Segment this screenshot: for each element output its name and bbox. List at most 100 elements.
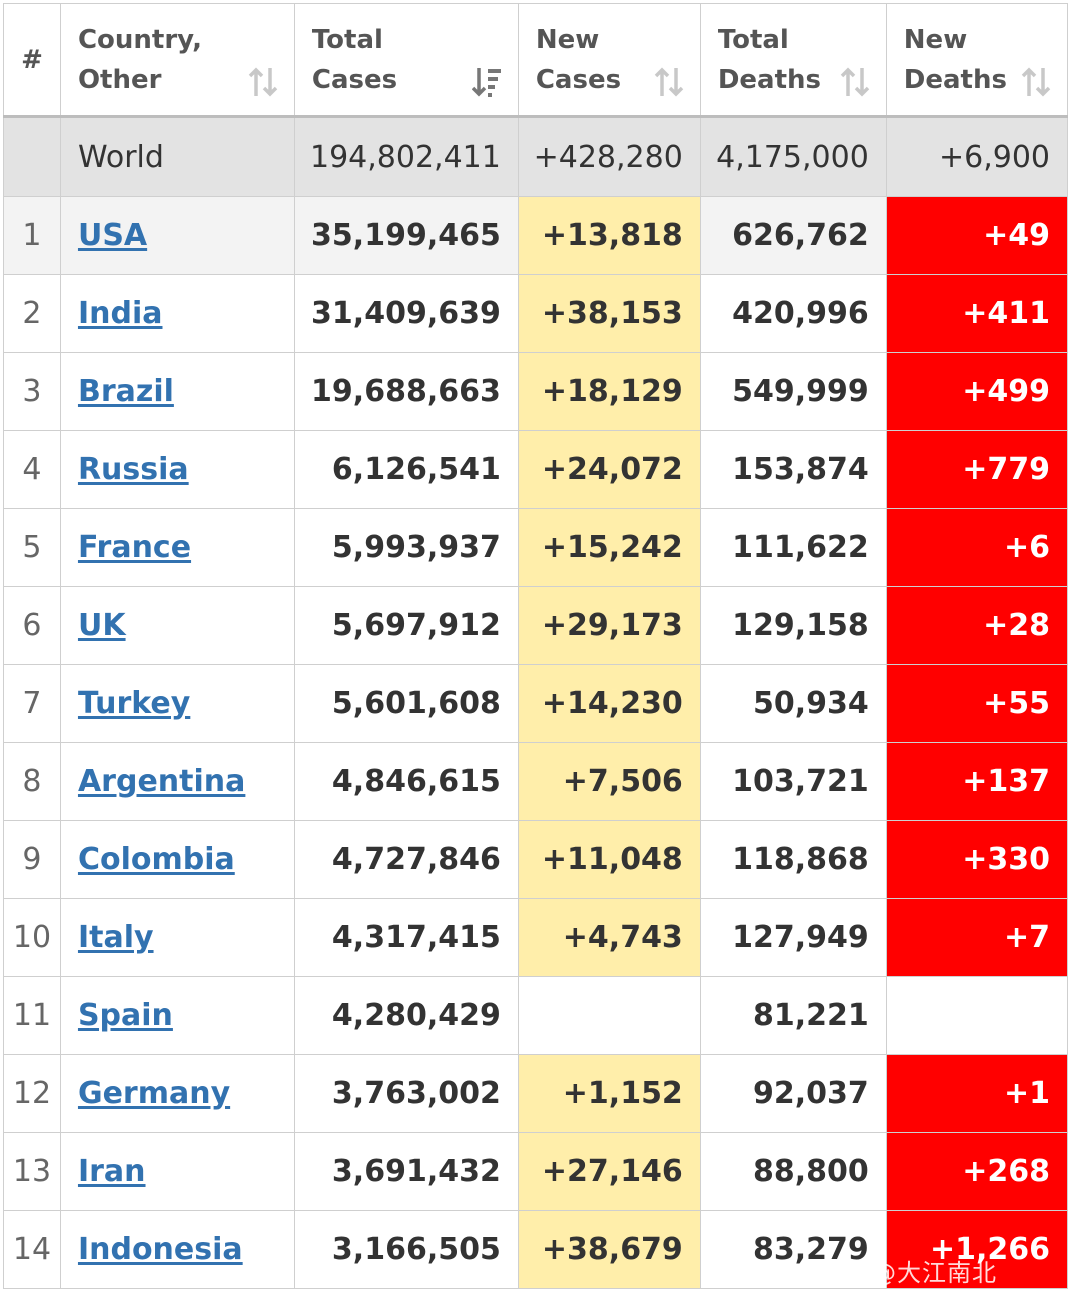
total-deaths-cell: 420,996 (699, 274, 887, 353)
country-cell: Colombia (59, 820, 295, 899)
country-cell: Italy (59, 898, 295, 977)
total-cases-cell: 5,601,608 (293, 664, 519, 743)
country-cell: Turkey (59, 664, 295, 743)
country-link[interactable]: UK (77, 608, 126, 643)
new-deaths-cell (885, 976, 1068, 1055)
col-header-rank[interactable]: # (3, 3, 61, 118)
total-cases-cell: 35,199,465 (293, 196, 519, 275)
country-cell: USA (59, 196, 295, 275)
new-deaths-cell: +1,266 (885, 1210, 1068, 1289)
rank-cell: 10 (3, 898, 61, 977)
country-link[interactable]: Iran (77, 1154, 146, 1189)
country-cell: Germany (59, 1054, 295, 1133)
col-header-new-cases[interactable]: New Cases (517, 3, 701, 118)
total-deaths-cell: 127,949 (699, 898, 887, 977)
country-link[interactable]: USA (77, 218, 148, 253)
table-row: 2 India 31,409,639 +38,153 420,996 +411 (3, 274, 1068, 353)
sort-icon[interactable] (1021, 66, 1051, 98)
table-row: 12 Germany 3,763,002 +1,152 92,037 +1 (3, 1054, 1068, 1133)
new-cases-cell: +7,506 (517, 742, 701, 821)
total-deaths-cell: 626,762 (699, 196, 887, 275)
col-header-new-deaths[interactable]: New Deaths (885, 3, 1068, 118)
total-cases-cell: 4,280,429 (293, 976, 519, 1055)
country-link[interactable]: Indonesia (77, 1232, 243, 1267)
country-link[interactable]: Turkey (77, 686, 191, 721)
new-deaths-cell: +779 (885, 430, 1068, 509)
total-cases-cell: 4,846,615 (293, 742, 519, 821)
country-link[interactable]: France (77, 530, 192, 565)
table-row: 7 Turkey 5,601,608 +14,230 50,934 +55 (3, 664, 1068, 743)
rank-cell: 1 (3, 196, 61, 275)
rank-cell: 5 (3, 508, 61, 587)
col-header-total-cases[interactable]: Total Cases (293, 3, 519, 118)
total-cases-cell: 19,688,663 (293, 352, 519, 431)
total-deaths-cell: 83,279 (699, 1210, 887, 1289)
col-header-total-deaths[interactable]: Total Deaths (699, 3, 887, 118)
new-cases-cell: +27,146 (517, 1132, 701, 1211)
country-link[interactable]: Russia (77, 452, 189, 487)
world-total-deaths: 4,175,000 (699, 116, 887, 197)
table-row: 6 UK 5,697,912 +29,173 129,158 +28 (3, 586, 1068, 665)
new-cases-cell: +18,129 (517, 352, 701, 431)
new-cases-cell: +1,152 (517, 1054, 701, 1133)
new-deaths-cell: +49 (885, 196, 1068, 275)
country-cell: Russia (59, 430, 295, 509)
world-total-cases: 194,802,411 (293, 116, 519, 197)
new-cases-cell: +38,153 (517, 274, 701, 353)
rank-cell: 13 (3, 1132, 61, 1211)
total-cases-cell: 6,126,541 (293, 430, 519, 509)
total-deaths-cell: 129,158 (699, 586, 887, 665)
covid-table: # Country, Other Total Cases (3, 3, 1068, 1289)
total-cases-cell: 4,317,415 (293, 898, 519, 977)
country-cell: UK (59, 586, 295, 665)
rank-cell: 9 (3, 820, 61, 899)
world-new-deaths: +6,900 (885, 116, 1068, 197)
rank-cell: 11 (3, 976, 61, 1055)
total-cases-cell: 4,727,846 (293, 820, 519, 899)
total-cases-cell: 5,697,912 (293, 586, 519, 665)
table-row: 8 Argentina 4,846,615 +7,506 103,721 +13… (3, 742, 1068, 821)
country-cell: Spain (59, 976, 295, 1055)
table-row: 10 Italy 4,317,415 +4,743 127,949 +7 (3, 898, 1068, 977)
new-cases-cell: +13,818 (517, 196, 701, 275)
sort-icon[interactable] (654, 66, 684, 98)
sort-descending-icon[interactable] (471, 66, 502, 98)
new-deaths-cell: +6 (885, 508, 1068, 587)
country-link[interactable]: Germany (77, 1076, 231, 1111)
total-deaths-cell: 549,999 (699, 352, 887, 431)
new-cases-cell: +29,173 (517, 586, 701, 665)
new-cases-cell: +11,048 (517, 820, 701, 899)
total-deaths-cell: 103,721 (699, 742, 887, 821)
country-cell: India (59, 274, 295, 353)
world-new-cases: +428,280 (517, 116, 701, 197)
watermark: 社区@大江南北 (822, 1259, 997, 1287)
total-cases-cell: 31,409,639 (293, 274, 519, 353)
world-label: World (59, 116, 295, 197)
country-cell: Iran (59, 1132, 295, 1211)
total-deaths-cell: 81,221 (699, 976, 887, 1055)
sort-icon[interactable] (248, 66, 278, 98)
country-link[interactable]: Argentina (77, 764, 246, 799)
col-header-country[interactable]: Country, Other (59, 3, 295, 118)
country-link[interactable]: Italy (77, 920, 154, 955)
country-link[interactable]: Spain (77, 998, 173, 1033)
total-deaths-cell: 50,934 (699, 664, 887, 743)
total-deaths-cell: 111,622 (699, 508, 887, 587)
country-link[interactable]: India (77, 296, 163, 331)
new-deaths-cell: +499 (885, 352, 1068, 431)
rank-cell: 3 (3, 352, 61, 431)
rank-cell: 14 (3, 1210, 61, 1289)
world-rank-cell (3, 116, 61, 197)
country-cell: Indonesia (59, 1210, 295, 1289)
table-row: 4 Russia 6,126,541 +24,072 153,874 +779 (3, 430, 1068, 509)
rank-cell: 4 (3, 430, 61, 509)
new-cases-cell (517, 976, 701, 1055)
total-cases-cell: 3,763,002 (293, 1054, 519, 1133)
total-cases-cell: 3,166,505 (293, 1210, 519, 1289)
header-row: # Country, Other Total Cases (3, 3, 1068, 118)
country-cell: Brazil (59, 352, 295, 431)
country-link[interactable]: Colombia (77, 842, 235, 877)
total-deaths-cell: 118,868 (699, 820, 887, 899)
country-link[interactable]: Brazil (77, 374, 174, 409)
sort-icon[interactable] (840, 66, 870, 98)
